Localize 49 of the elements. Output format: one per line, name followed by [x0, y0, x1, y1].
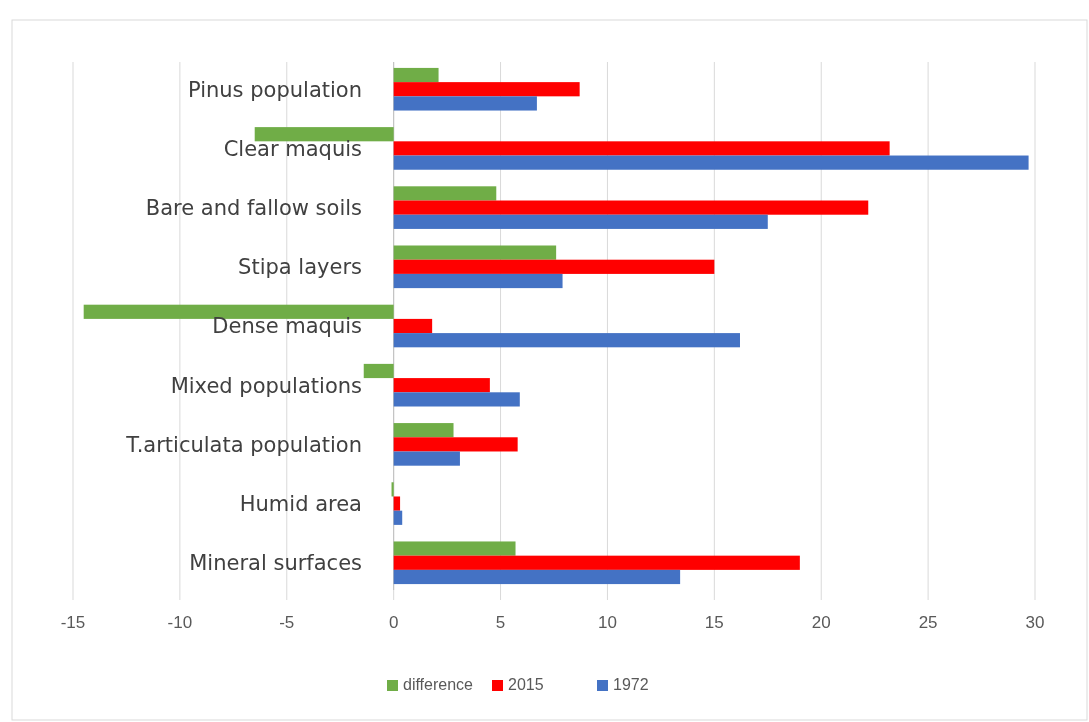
bar	[393, 214, 768, 229]
bar	[393, 200, 869, 215]
bar	[393, 96, 537, 111]
bar	[393, 392, 520, 407]
x-tick-label: 0	[388, 613, 399, 632]
bar	[393, 451, 460, 466]
x-tick-label: 25	[918, 613, 938, 632]
y-tick-label: T.articulata population	[125, 432, 362, 457]
x-tick-label: -5	[279, 613, 295, 632]
legend-label: 2015	[508, 676, 544, 693]
legend-label: difference	[403, 676, 474, 693]
bar	[393, 245, 557, 260]
x-tick-label: 10	[597, 613, 617, 632]
x-tick-label: 20	[811, 613, 831, 632]
bar	[254, 127, 394, 142]
bar	[393, 141, 890, 156]
bar	[83, 304, 394, 319]
x-tick-label: 15	[704, 613, 724, 632]
bar	[393, 333, 740, 348]
x-tick-label: -15	[60, 613, 86, 632]
bar	[393, 318, 433, 334]
legend-label: 1972	[613, 676, 649, 693]
bar	[393, 555, 800, 570]
y-tick-label: Mineral surfaces	[189, 551, 362, 576]
y-tick-label: Mixed populations	[170, 373, 362, 398]
y-tick-label: Dense maquis	[212, 314, 362, 339]
bar	[393, 541, 516, 556]
bar	[393, 82, 580, 97]
bar	[393, 186, 497, 201]
y-tick-label: Clear maquis	[223, 136, 362, 161]
y-tick-label: Stipa layers	[238, 255, 362, 280]
bar	[393, 273, 563, 289]
bar	[393, 378, 490, 393]
bar	[391, 482, 394, 497]
bar	[393, 155, 1029, 170]
bar	[363, 363, 394, 379]
bar	[393, 423, 454, 438]
bar	[393, 510, 403, 525]
bar	[393, 437, 518, 452]
x-tick-label: -10	[167, 613, 193, 632]
bar	[393, 259, 715, 274]
x-tick-label: 30	[1025, 613, 1045, 632]
y-tick-label: Humid area	[239, 491, 362, 516]
bar	[393, 496, 401, 511]
bar	[393, 67, 439, 83]
x-tick-label: 5	[495, 613, 506, 632]
bar	[393, 569, 681, 585]
y-tick-label: Pinus population	[187, 77, 362, 102]
y-tick-label: Bare and fallow soils	[145, 195, 362, 220]
